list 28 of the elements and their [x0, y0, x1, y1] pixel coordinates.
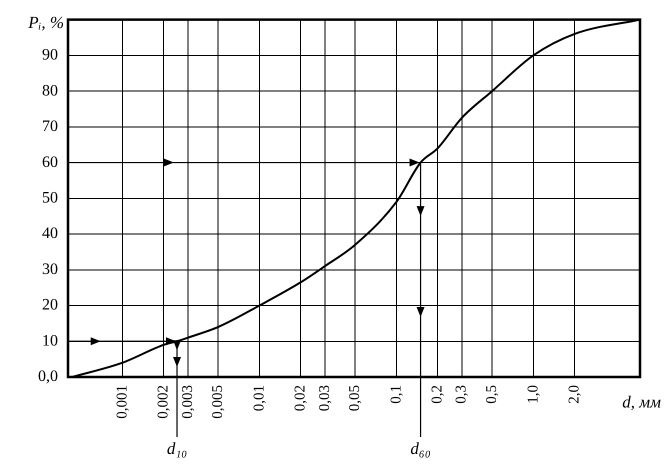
y-tick-label: 70 — [42, 118, 58, 136]
x-tick-label: 0,002 — [156, 385, 172, 419]
x-tick-label: 0,001 — [114, 385, 130, 419]
y-tick-label: 40 — [42, 225, 58, 242]
x-tick-label: 0,03 — [316, 385, 333, 412]
annotation: d₁₀ — [166, 438, 188, 458]
x-tick-label: 0,2 — [430, 385, 446, 404]
annotation: d₆₀ — [410, 438, 431, 458]
x-tick-label: 0,003 — [180, 385, 196, 419]
x-tick-label: 0,01 — [251, 385, 268, 412]
x-tick-label: 1,0 — [525, 385, 542, 404]
x-tick-label: 0,005 — [210, 385, 226, 419]
y-tick-label: 20 — [42, 296, 58, 314]
x-axis-title: d, мм — [622, 392, 662, 412]
x-tick-label: 2,0 — [566, 385, 583, 404]
y-tick-label: 50 — [42, 190, 58, 207]
y-tick-label: 30 — [42, 260, 58, 278]
x-tick-label: 0,02 — [292, 385, 309, 412]
x-tick-label: 0,1 — [388, 385, 404, 404]
y-tick-label: 90 — [42, 46, 58, 64]
y-axis-title: Pᵢ, % — [27, 13, 64, 32]
y-tick-label: 10 — [42, 332, 58, 350]
y-tick-label: 0,0 — [38, 368, 58, 386]
y-tick-label: 80 — [42, 82, 58, 100]
y-tick-label: 60 — [42, 154, 58, 171]
x-tick-label: 0,5 — [484, 385, 500, 404]
x-tick-label: 0,3 — [454, 385, 470, 404]
x-tick-label: 0,05 — [347, 385, 364, 412]
